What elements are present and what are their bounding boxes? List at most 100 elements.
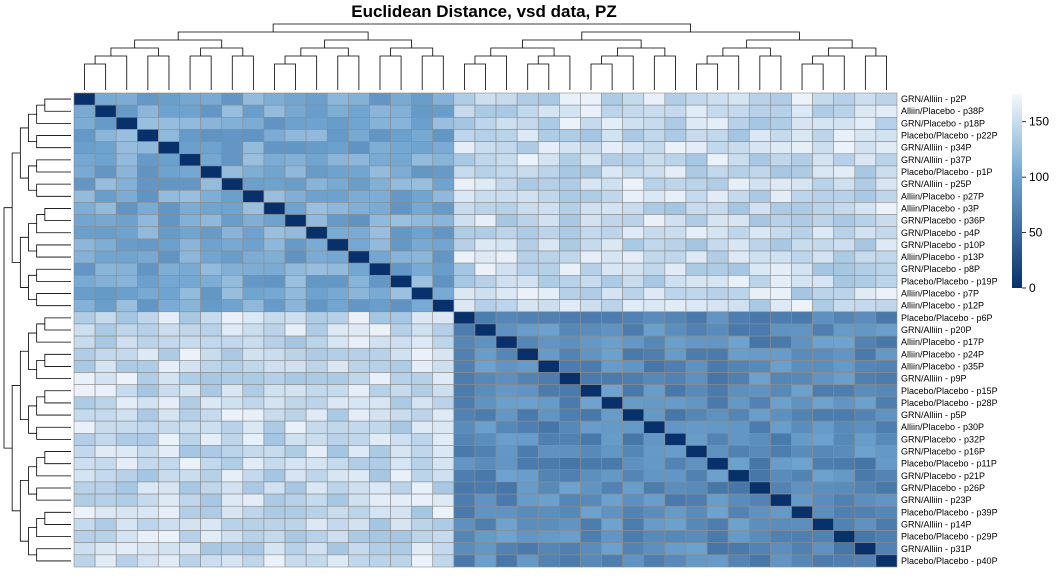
heatmap-cell: [580, 226, 602, 240]
heatmap-cell: [221, 214, 244, 227]
heatmap-cell: [643, 554, 666, 568]
heatmap-cell: [263, 518, 286, 531]
heatmap-cell: [369, 275, 391, 288]
heatmap-cell: [284, 189, 307, 203]
heatmap-cell: [432, 518, 455, 531]
heatmap-cell: [305, 347, 328, 361]
heatmap-cell: [73, 347, 96, 361]
heatmap-cell: [601, 250, 623, 264]
heatmap-cell: [348, 554, 370, 568]
heatmap-cell: [854, 311, 877, 325]
heatmap-cell: [348, 323, 370, 337]
heatmap-cell: [833, 384, 856, 398]
heatmap-cell: [94, 372, 117, 385]
heatmap-cell: [179, 518, 201, 531]
heatmap-cell: [242, 493, 265, 507]
heatmap-cell: [559, 347, 581, 361]
heatmap-cell: [791, 360, 813, 373]
heatmap-cell: [516, 177, 539, 191]
heatmap-cell: [770, 384, 792, 398]
heatmap-cell: [137, 445, 159, 458]
heatmap-cell: [580, 214, 602, 227]
heatmap-cell: [601, 117, 623, 130]
dendrogram-branch: [463, 63, 486, 90]
heatmap-cell: [854, 226, 877, 240]
heatmap-cell: [284, 141, 307, 155]
heatmap-cell: [200, 360, 223, 373]
heatmap-cell: [727, 177, 750, 191]
dendrogram-branch: [11, 385, 21, 512]
heatmap-cell: [453, 117, 476, 130]
heatmap-cell: [326, 287, 349, 300]
heatmap-cell: [348, 92, 370, 106]
heatmap-cell: [833, 347, 856, 361]
column-dendrogram: [84, 23, 887, 90]
heatmap-cell: [537, 384, 560, 398]
heatmap-cell: [474, 433, 497, 446]
heatmap-cell: [664, 262, 687, 276]
heatmap-cell: [748, 202, 771, 215]
heatmap-cell: [179, 250, 201, 264]
heatmap-cell: [474, 238, 497, 252]
heatmap-cell: [432, 554, 455, 568]
heatmap-cell: [516, 104, 539, 118]
heatmap-cell: [727, 323, 750, 337]
row-label: Placebo/Placebo - p19P: [901, 276, 998, 286]
heatmap-cell: [348, 433, 370, 446]
heatmap-cell: [706, 226, 729, 240]
heatmap-cell: [158, 457, 180, 471]
heatmap-cell: [305, 202, 328, 215]
heatmap-cell: [263, 275, 286, 288]
heatmap-cell: [326, 542, 349, 556]
heatmap-cell: [622, 469, 645, 483]
heatmap-cell: [812, 396, 834, 410]
heatmap-cell: [453, 226, 476, 240]
heatmap-cell: [875, 347, 898, 361]
dendrogram-branch: [19, 236, 29, 288]
heatmap-cell: [559, 226, 581, 240]
heatmap-cell: [727, 141, 750, 155]
heatmap-cell: [411, 433, 434, 446]
heatmap-cell: [390, 518, 412, 531]
heatmap-cell: [474, 396, 497, 410]
heatmap-cell: [833, 92, 856, 106]
heatmap-cell: [326, 396, 349, 410]
heatmap-cell: [685, 189, 708, 203]
row-label: Placebo/Placebo - p22P: [901, 131, 998, 141]
heatmap-cell: [622, 141, 645, 155]
heatmap-cell: [158, 250, 180, 264]
heatmap-cell: [284, 542, 307, 556]
heatmap-cell: [812, 104, 834, 118]
heatmap-cell: [242, 165, 265, 179]
heatmap-cell: [643, 262, 666, 276]
heatmap-cell: [221, 530, 244, 543]
heatmap-cell: [559, 481, 581, 495]
heatmap-cell: [748, 396, 771, 410]
heatmap-cell: [432, 287, 455, 300]
heatmap-cell: [537, 530, 560, 543]
heatmap-cell: [875, 202, 898, 215]
heatmap-cell: [833, 420, 856, 434]
heatmap-cell: [474, 408, 497, 422]
heatmap-cell: [284, 445, 307, 458]
heatmap-cell: [580, 360, 602, 373]
heatmap-cell: [833, 104, 856, 118]
heatmap-cell: [326, 177, 349, 191]
heatmap-cell: [812, 335, 834, 349]
heatmap-cell: [812, 129, 834, 142]
heatmap-cell: [390, 408, 412, 422]
heatmap-cell: [643, 335, 666, 349]
dendrogram-branch: [474, 55, 508, 90]
heatmap-cell: [664, 554, 687, 568]
heatmap-cell: [73, 226, 96, 240]
heatmap-cell: [622, 408, 645, 422]
heatmap-cell: [770, 372, 792, 385]
heatmap-cell: [432, 542, 455, 556]
heatmap-cell: [495, 92, 518, 106]
heatmap-cell: [179, 335, 201, 349]
heatmap-cell: [348, 141, 370, 155]
heatmap-cell: [601, 518, 623, 531]
heatmap-cell: [727, 445, 750, 458]
heatmap-cell: [791, 420, 813, 434]
heatmap-cell: [559, 92, 581, 106]
